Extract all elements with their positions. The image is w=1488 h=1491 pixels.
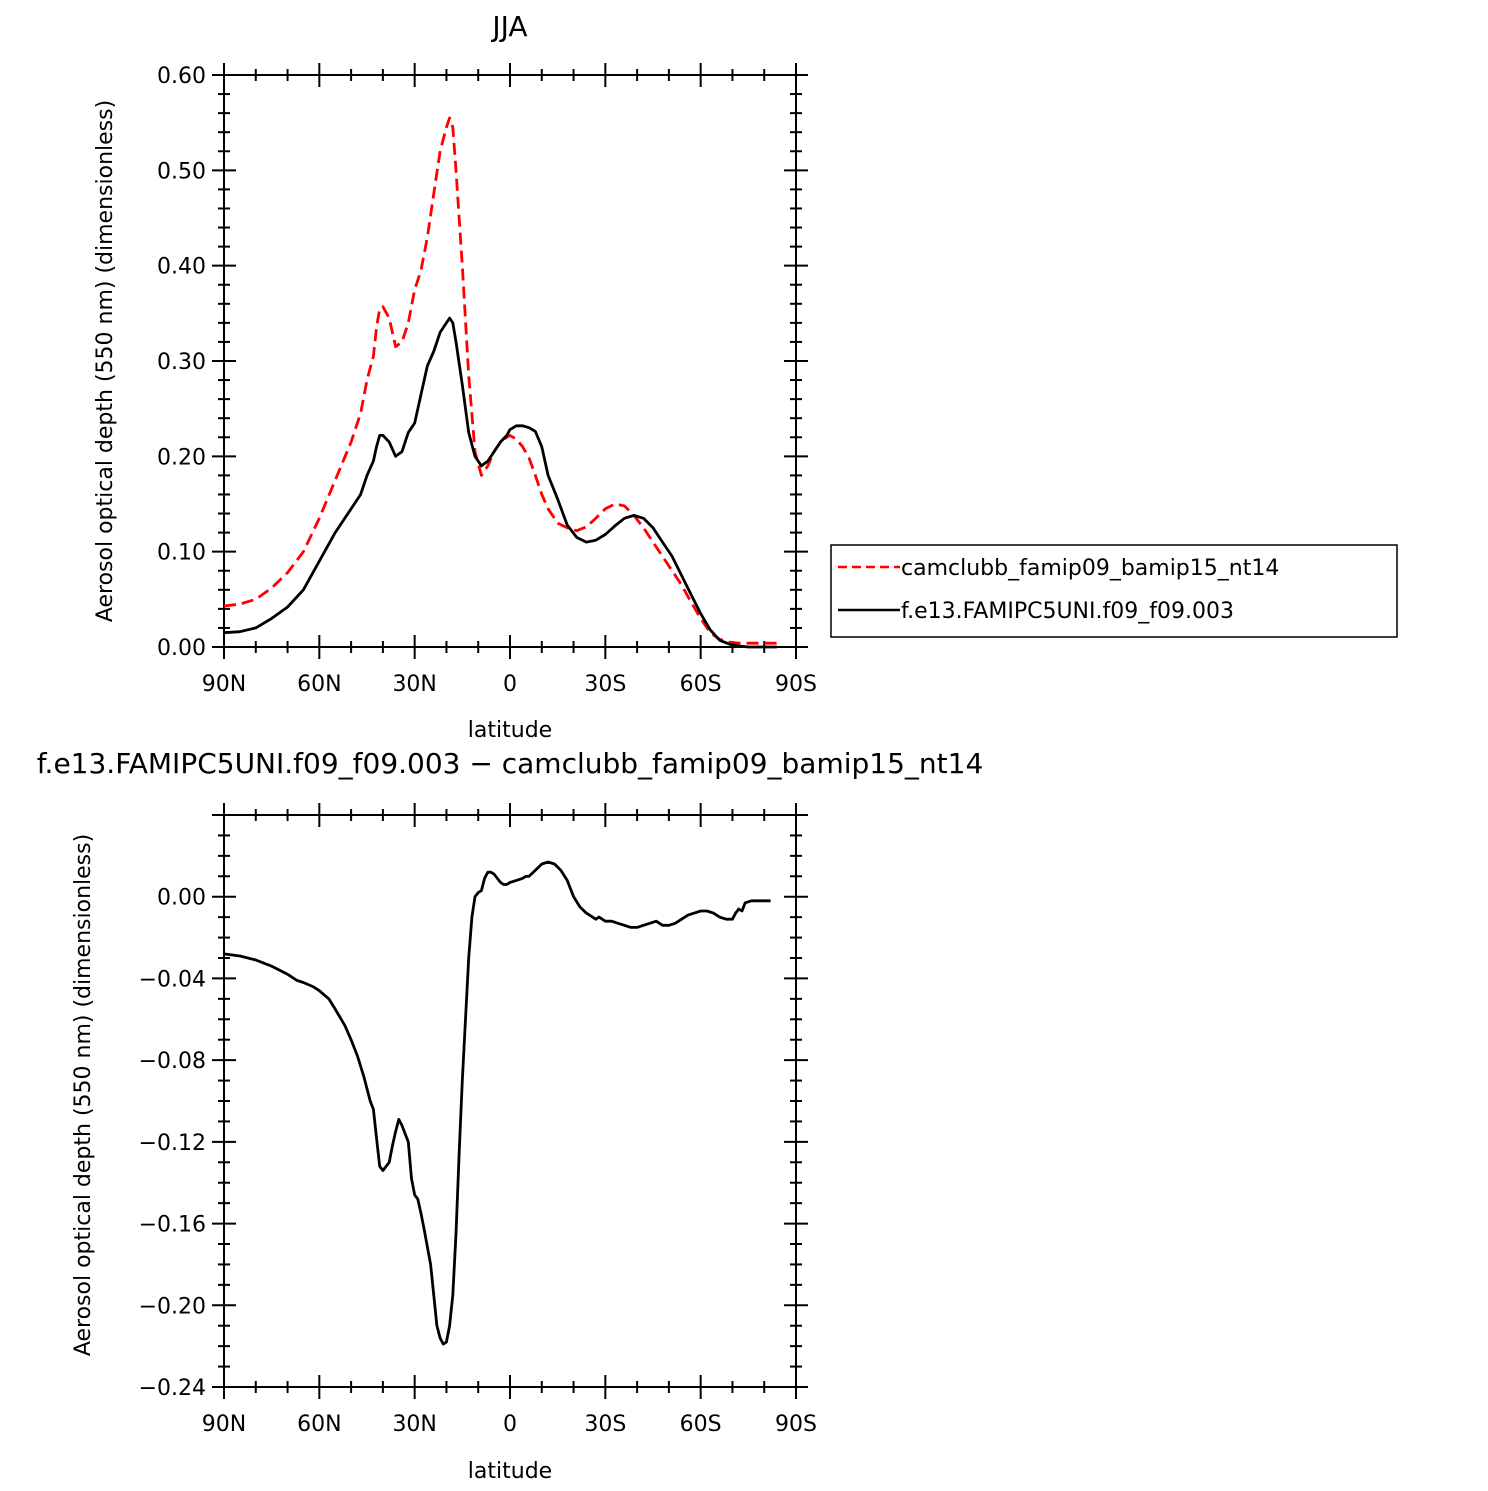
x-tick-label: 60S	[680, 672, 722, 697]
legend-label-camclubb: camclubb_famip09_bamip15_nt14	[901, 556, 1279, 581]
y-tick-label: 0.00	[157, 636, 206, 661]
bottom-x-axis-label: latitude	[468, 1459, 552, 1484]
series-line-f-e13-famipc5uni-f09-f09-003	[223, 316, 777, 649]
top-y-axis-label: Aerosol optical depth (550 nm) (dimensio…	[93, 100, 118, 622]
bottom-panel: f.e13.FAMIPC5UNI.f09_f09.003 − camclubb_…	[37, 747, 984, 1484]
y-tick-label: 0.20	[157, 445, 206, 470]
bottom-y-tick-labels: 0.00 −0.04 −0.08 −0.12 −0.16 −0.20 −0.24	[139, 886, 206, 1401]
y-tick-label: −0.16	[139, 1213, 206, 1238]
legend-label-fe13: f.e13.FAMIPC5UNI.f09_f09.003	[901, 599, 1234, 624]
x-tick-label: 60S	[680, 1412, 722, 1437]
legend-box	[830, 544, 1398, 638]
bottom-chart-title: f.e13.FAMIPC5UNI.f09_f09.003 − camclubb_…	[37, 747, 984, 780]
y-tick-label: −0.08	[139, 1049, 206, 1074]
top-plot-area	[212, 63, 808, 659]
top-x-axis-label: latitude	[468, 718, 552, 743]
x-tick-label: 30N	[392, 672, 436, 697]
bottom-tick-marks	[212, 803, 808, 1399]
x-tick-label: 60N	[297, 1412, 341, 1437]
y-tick-label: −0.04	[139, 967, 206, 992]
x-tick-label: 90N	[202, 672, 246, 697]
y-tick-label: −0.12	[139, 1131, 206, 1156]
bottom-x-tick-labels: 90N 60N 30N 0 30S 60S 90S	[202, 1412, 817, 1437]
series-line-camclubb-famip09-bamip15-nt14	[223, 116, 777, 645]
top-tick-marks	[212, 63, 808, 659]
x-tick-label: 30N	[392, 1412, 436, 1437]
top-panel: JJA 0.00 0.10 0.20 0.30 0.40 0.50 0.60 90N 60N 3…	[93, 10, 1398, 743]
top-plot-frame	[223, 74, 797, 648]
series-line-difference	[223, 860, 771, 1346]
y-tick-label: 0.10	[157, 541, 206, 566]
x-tick-label: 60N	[297, 672, 341, 697]
y-tick-label: 0.30	[157, 350, 206, 375]
x-tick-label: 30S	[584, 1412, 626, 1437]
y-tick-label: −0.24	[139, 1376, 206, 1401]
x-tick-label: 90S	[775, 672, 817, 697]
legend: camclubb_famip09_bamip15_nt14 f.e13.FAMI…	[830, 544, 1398, 638]
y-tick-label: −0.20	[139, 1294, 206, 1319]
top-y-tick-labels: 0.00 0.10 0.20 0.30 0.40 0.50 0.60	[157, 64, 206, 661]
y-tick-label: 0.00	[157, 886, 206, 911]
top-series-group	[223, 116, 777, 649]
x-tick-label: 90N	[202, 1412, 246, 1437]
x-tick-label: 90S	[775, 1412, 817, 1437]
x-tick-label: 30S	[584, 672, 626, 697]
bottom-series-group	[223, 860, 771, 1346]
y-tick-label: 0.60	[157, 64, 206, 89]
x-tick-label: 0	[503, 1412, 517, 1437]
bottom-plot-frame	[223, 814, 797, 1388]
y-tick-label: 0.40	[157, 255, 206, 280]
top-chart-title: JJA	[490, 10, 527, 43]
bottom-y-axis-label: Aerosol optical depth (550 nm) (dimensio…	[71, 834, 96, 1356]
x-tick-label: 0	[503, 672, 517, 697]
y-tick-label: 0.50	[157, 159, 206, 184]
top-x-tick-labels: 90N 60N 30N 0 30S 60S 90S	[202, 672, 817, 697]
bottom-plot-area	[212, 803, 808, 1399]
